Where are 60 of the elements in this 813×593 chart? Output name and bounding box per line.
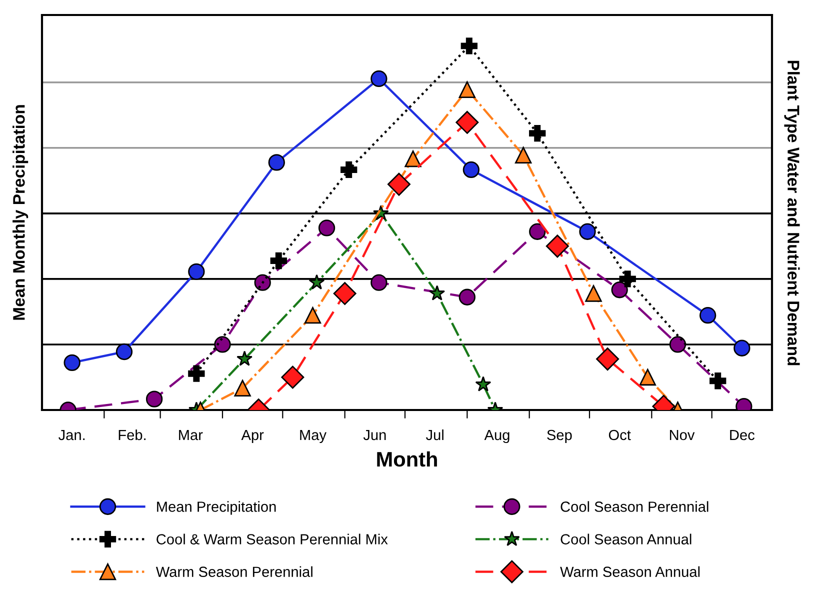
- point: [188, 263, 205, 280]
- point: [404, 150, 422, 168]
- point: [387, 172, 410, 196]
- point: [304, 307, 322, 324]
- x-axis-title: Month: [377, 451, 437, 467]
- point: [639, 368, 656, 386]
- point: [514, 146, 532, 164]
- point: [234, 380, 251, 396]
- point: [596, 348, 620, 371]
- point: [579, 223, 596, 240]
- point: [462, 161, 480, 178]
- legend-label: Cool Season Annual: [560, 534, 692, 544]
- point: [546, 234, 569, 258]
- point: [318, 220, 336, 236]
- point: [270, 252, 287, 270]
- point: [710, 372, 726, 390]
- legend-label: Cool & Warm Season Perennial Mix: [156, 534, 388, 544]
- point: [254, 274, 271, 291]
- x-tick-label: Aug: [484, 430, 510, 444]
- x-tick-label: Nov: [670, 430, 695, 440]
- x-tick-label: Jun: [363, 430, 386, 440]
- point: [585, 285, 602, 302]
- x-tick-label: Jan.: [58, 430, 85, 440]
- y2-axis-title: Plant Type Water and Nutrient Demand: [784, 60, 800, 366]
- point: [370, 70, 388, 88]
- point: [188, 365, 205, 382]
- point: [340, 161, 358, 178]
- y-axis-title: Mean Monthly Precipitation: [12, 105, 28, 320]
- point: [619, 270, 636, 288]
- point: [460, 38, 478, 54]
- x-tick-label: Oct: [608, 430, 631, 440]
- point: [734, 340, 750, 356]
- legend-label: Warm Season Perennial: [156, 566, 312, 577]
- point: [333, 282, 356, 305]
- point: [370, 274, 388, 291]
- point: [429, 285, 446, 300]
- legend-label: Mean Precipitation: [157, 501, 276, 515]
- point: [268, 154, 285, 171]
- point: [458, 288, 476, 306]
- point: [214, 336, 231, 353]
- legend-label: Warm Season Annual: [560, 566, 700, 577]
- x-tick-label: Sep: [547, 430, 572, 444]
- point: [669, 336, 686, 353]
- point: [699, 307, 716, 324]
- point: [529, 124, 546, 142]
- point: [308, 274, 325, 290]
- point: [281, 366, 304, 389]
- point: [458, 81, 476, 98]
- point: [456, 110, 479, 134]
- point: [236, 350, 253, 366]
- x-tick-label: Feb.: [118, 429, 146, 440]
- point: [529, 223, 546, 240]
- legend-label: Cool Season Perennial: [560, 501, 708, 512]
- point: [475, 376, 492, 392]
- x-tick-label: Apr: [241, 430, 264, 444]
- x-tick-label: Jul: [426, 429, 444, 440]
- x-tick-label: Dec: [730, 430, 754, 440]
- x-tick-label: May: [300, 430, 326, 444]
- point: [611, 282, 628, 298]
- x-tick-label: Mar: [179, 430, 203, 440]
